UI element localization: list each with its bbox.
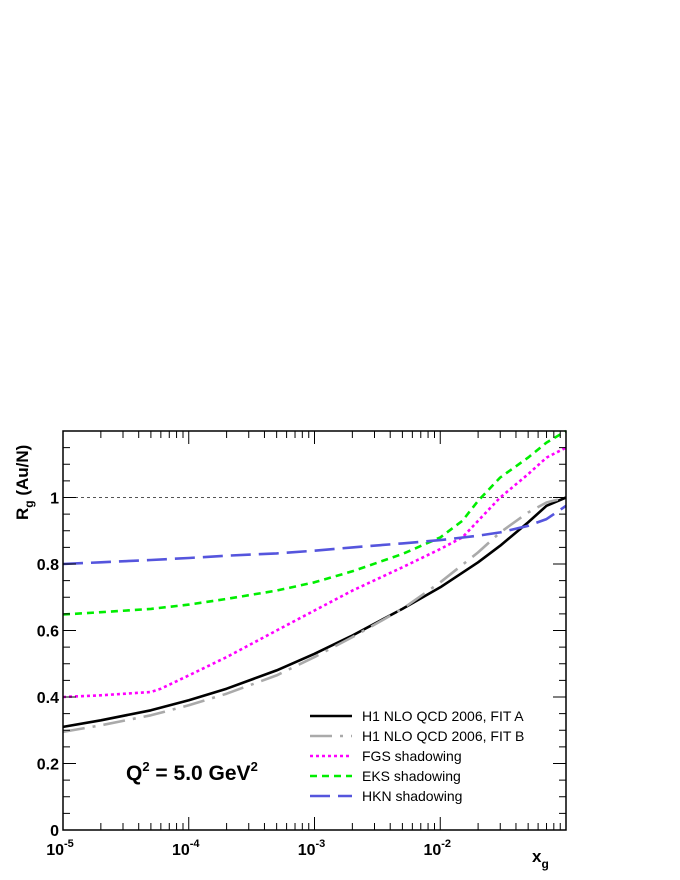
series-line-2 [62, 446, 567, 699]
x-tick-label-base: 10 [46, 842, 64, 859]
y-tick-label-2: 0.4 [37, 690, 59, 707]
q2-annotation-q-exp: 2 [142, 759, 149, 774]
x-tick-label-base: 10 [298, 842, 316, 859]
x-tick-label-base: 10 [423, 842, 441, 859]
x-tick-label-1: 10-4 [172, 838, 200, 859]
x-tick-label-exp: -4 [190, 838, 201, 850]
x-axis-title-sub: g [541, 857, 548, 871]
legend-label-4: HKN shadowing [362, 788, 462, 804]
x-axis-title-main: x [532, 847, 542, 866]
series-line-3 [62, 429, 567, 616]
q2-annotation-unit-exp: 2 [251, 759, 258, 774]
y-tick-label-0: 0 [50, 823, 59, 840]
legend-label-3: EKS shadowing [362, 768, 461, 784]
x-tick-label-0: 10-5 [46, 838, 74, 859]
x-tick-label-3: 10-2 [423, 838, 451, 859]
x-tick-label-exp: -2 [441, 838, 451, 850]
legend: H1 NLO QCD 2006, FIT A H1 NLO QCD 2006, F… [310, 708, 524, 804]
q2-annotation-mid: = 5.0 GeV [150, 762, 251, 785]
series-line-4 [62, 504, 567, 566]
legend-label-0: H1 NLO QCD 2006, FIT A [362, 708, 524, 724]
tick-layer [62, 430, 566, 831]
q2-annotation: Q2 = 5.0 GeV2 [126, 759, 258, 785]
series-line-1 [62, 496, 567, 734]
legend-label-2: FGS shadowing [362, 748, 462, 764]
y-axis-title-sub: g [22, 500, 36, 507]
y-tick-label-4: 0.8 [37, 557, 59, 574]
series-layer [62, 429, 567, 734]
x-tick-label-exp: -5 [64, 838, 74, 850]
y-axis-title-rest: (Au/N) [13, 445, 32, 501]
y-tick-label-1: 0.2 [37, 757, 59, 774]
y-axis-title: Rg (Au/N) [13, 445, 36, 520]
y-tick-label-5: 1 [50, 491, 59, 508]
q2-annotation-q: Q [126, 762, 142, 785]
x-axis-title: xg [532, 847, 549, 871]
x-tick-label-exp: -3 [316, 838, 326, 850]
y-axis-title-main: R [13, 508, 32, 520]
legend-label-1: H1 NLO QCD 2006, FIT B [362, 728, 524, 744]
series-line-0 [62, 496, 567, 729]
y-tick-label-3: 0.6 [37, 624, 59, 641]
x-tick-label-base: 10 [172, 842, 190, 859]
x-tick-label-2: 10-3 [298, 838, 326, 859]
